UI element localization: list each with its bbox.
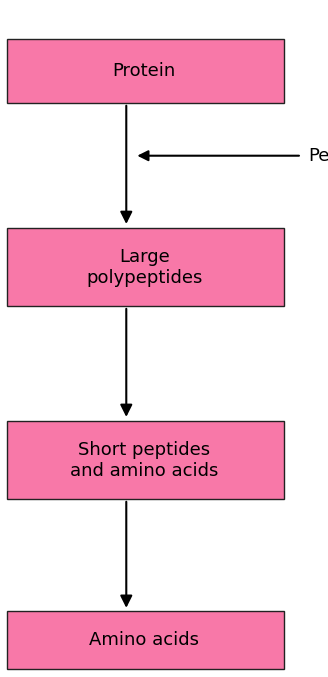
Text: Pepsin: Pepsin [308,147,328,165]
Text: Amino acids: Amino acids [89,631,199,649]
Text: Protein: Protein [113,62,176,80]
Text: Large
polypeptides: Large polypeptides [86,248,202,287]
FancyBboxPatch shape [7,421,284,500]
Text: Short peptides
and amino acids: Short peptides and amino acids [70,441,218,480]
FancyBboxPatch shape [7,229,284,306]
FancyBboxPatch shape [7,39,284,103]
FancyBboxPatch shape [7,611,284,669]
